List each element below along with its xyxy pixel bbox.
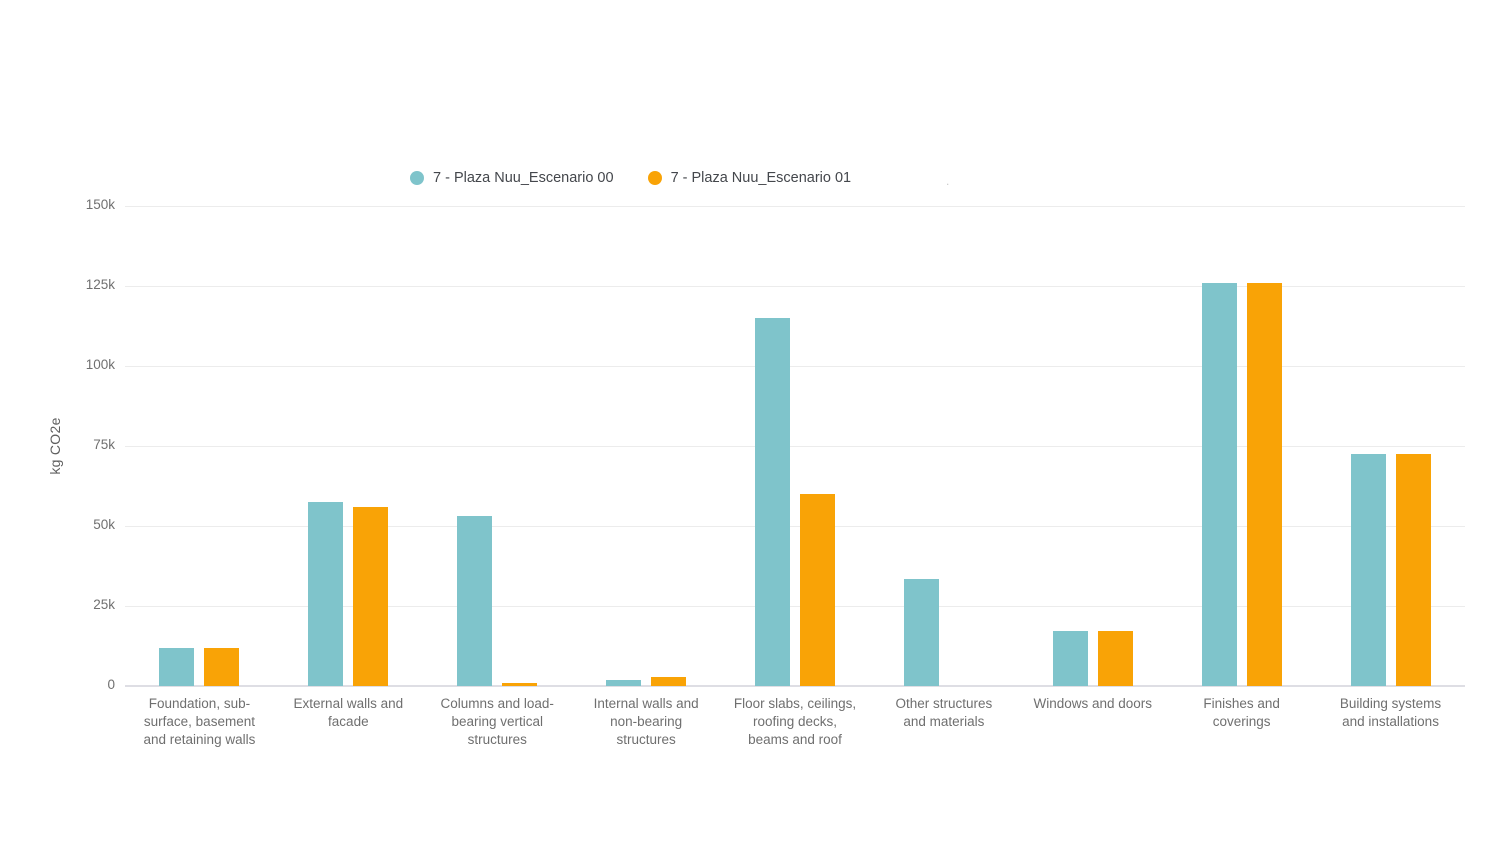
x-category-label: Windows and doors bbox=[1008, 695, 1178, 713]
y-tick-label: 50k bbox=[93, 517, 115, 532]
bar-series0-cat0[interactable] bbox=[159, 647, 195, 686]
x-category-label: Columns and load-bearing vertical structu… bbox=[412, 695, 582, 749]
gridline bbox=[125, 526, 1465, 527]
x-category-label-line: coverings bbox=[1212, 714, 1271, 729]
gridline bbox=[125, 366, 1465, 367]
x-axis-line bbox=[125, 685, 1465, 687]
x-category-label: Building systems and installations bbox=[1306, 695, 1476, 731]
bar-series0-cat5[interactable] bbox=[903, 578, 939, 686]
x-category-label-line: Columns and load- bbox=[440, 696, 554, 711]
gridline bbox=[125, 206, 1465, 207]
bar-series0-cat8[interactable] bbox=[1350, 454, 1386, 686]
x-category-label-line: structures bbox=[616, 732, 676, 747]
series-escenario-00-marker-icon bbox=[410, 171, 424, 185]
x-category-label-line: and retaining walls bbox=[143, 732, 256, 747]
x-category-label-line: roofing decks, bbox=[752, 714, 838, 729]
bar-series0-cat2[interactable] bbox=[457, 516, 493, 686]
y-tick-label: 125k bbox=[85, 277, 115, 292]
series-escenario-01-marker-icon bbox=[647, 171, 662, 185]
gridline bbox=[125, 286, 1465, 287]
x-category-label-line: facade bbox=[328, 714, 369, 729]
x-category-label-line: and materials bbox=[903, 714, 985, 729]
x-category-label-line: Other structures bbox=[895, 696, 993, 711]
x-category-label: Finishes and coverings bbox=[1157, 695, 1327, 731]
x-category-label: Floor slabs, ceilings, roofing decks, beam… bbox=[710, 695, 880, 749]
bar-series1-cat1[interactable] bbox=[353, 506, 389, 686]
x-category-label-line: bearing vertical bbox=[451, 714, 543, 729]
x-category-label-line: Windows and doors bbox=[1033, 696, 1153, 711]
x-category-label: Other structures and materials bbox=[859, 695, 1029, 731]
x-category-label-line: External walls and bbox=[293, 696, 404, 711]
bar-series1-cat6[interactable] bbox=[1097, 630, 1133, 686]
bar-series1-cat2[interactable] bbox=[502, 682, 538, 686]
x-category-label: Foundation, sub-surface, basement and ret… bbox=[114, 695, 284, 749]
legend-item-escenario-00[interactable]: 7 - Plaza Nuu_Escenario 00 bbox=[410, 170, 614, 186]
bar-series0-cat7[interactable] bbox=[1201, 282, 1237, 686]
bar-series1-cat4[interactable] bbox=[800, 494, 835, 686]
x-category-label-line: Building systems bbox=[1339, 696, 1442, 711]
gridline bbox=[125, 606, 1465, 607]
x-category-label-line: structures bbox=[467, 732, 527, 747]
x-category-label-line: and installations bbox=[1342, 714, 1439, 729]
bar-series0-cat1[interactable] bbox=[308, 502, 344, 686]
x-category-label-line: non-bearing bbox=[610, 714, 683, 729]
bar-series0-cat4[interactable] bbox=[755, 318, 790, 686]
x-category-label-line: Internal walls and bbox=[593, 696, 699, 711]
legend-label-escenario-01: 7 - Plaza Nuu_Escenario 01 bbox=[670, 170, 852, 186]
bar-series1-cat7[interactable] bbox=[1246, 282, 1282, 686]
gridline bbox=[125, 446, 1465, 447]
x-category-label: Internal walls and non-bearing structures bbox=[561, 695, 731, 749]
stray-dot: . bbox=[946, 174, 950, 188]
x-category-label: External walls and facade bbox=[263, 695, 433, 731]
legend: 7 - Plaza Nuu_Escenario 00 7 - Plaza Nuu… bbox=[410, 170, 851, 186]
y-tick-label: 100k bbox=[85, 357, 115, 372]
x-category-label-line: surface, basement bbox=[143, 714, 255, 729]
bar-series1-cat0[interactable] bbox=[204, 647, 240, 686]
bar-series1-cat8[interactable] bbox=[1395, 454, 1431, 686]
legend-label-escenario-00: 7 - Plaza Nuu_Escenario 00 bbox=[433, 170, 614, 186]
x-category-label-line: Floor slabs, ceilings, bbox=[733, 696, 857, 711]
x-category-label-line: Foundation, sub- bbox=[148, 696, 251, 711]
y-tick-label: 150k bbox=[85, 197, 115, 212]
bar-series0-cat6[interactable] bbox=[1052, 630, 1088, 686]
bar-series0-cat3[interactable] bbox=[606, 679, 642, 686]
bar-series1-cat3[interactable] bbox=[651, 677, 687, 686]
y-tick-label: 25k bbox=[93, 597, 115, 612]
y-tick-label: 0 bbox=[107, 677, 115, 692]
legend-item-escenario-01[interactable]: 7 - Plaza Nuu_Escenario 01 bbox=[647, 170, 852, 186]
x-category-label-line: beams and roof bbox=[748, 732, 842, 747]
y-tick-label: 75k bbox=[93, 437, 115, 452]
x-category-label-line: Finishes and bbox=[1203, 696, 1280, 711]
